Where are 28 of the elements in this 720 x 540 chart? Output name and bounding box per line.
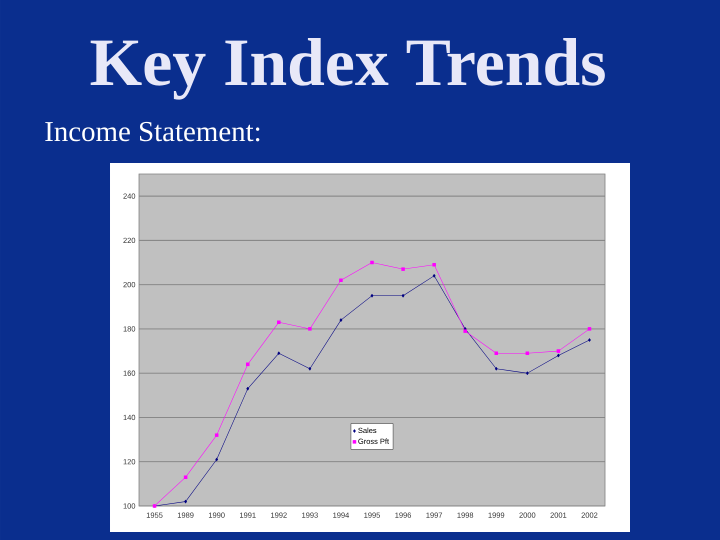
point [215,458,218,462]
point [432,274,436,278]
point [401,267,405,271]
point [556,349,560,353]
point [339,278,343,282]
point [402,294,404,298]
point [370,294,374,298]
chart-subtitle: Income Statement: [45,122,260,142]
point [246,362,250,366]
point [588,327,592,331]
point [184,475,188,479]
point [494,366,498,371]
point [308,327,312,331]
point [246,386,250,390]
point [432,262,436,267]
point [526,371,529,375]
point [557,354,560,358]
point [308,366,312,371]
chart-title: Key Index Trends [90,38,605,100]
point [184,500,188,504]
point [340,318,342,322]
point [214,433,218,437]
point [526,351,530,356]
point [277,351,280,356]
point [370,260,374,264]
point [494,351,498,356]
point [588,338,591,342]
point [277,320,281,324]
